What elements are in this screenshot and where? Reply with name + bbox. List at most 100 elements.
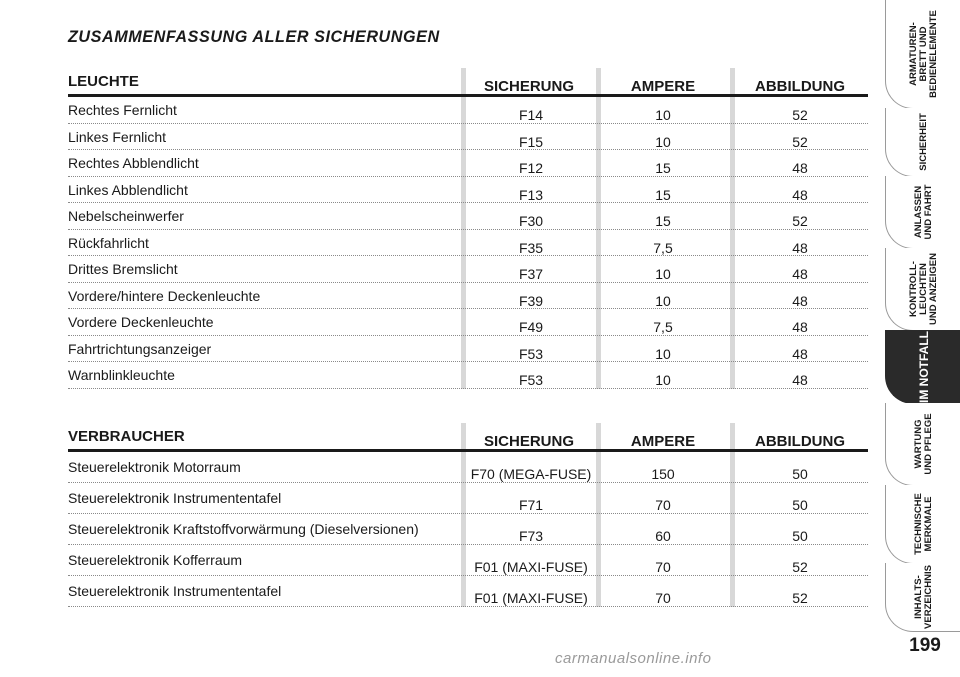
cell-fuse: F70 (MEGA-FUSE) (470, 466, 592, 482)
cell-label: Steuerelektronik Kraftstoffvorwärmung (D… (68, 521, 419, 537)
header-ampere: AMPERE (630, 78, 696, 95)
cell-figure: 52 (792, 107, 808, 123)
tab-label: ANLASSEN UND FAHRT (912, 184, 934, 240)
tab-label: WARTUNG UND PFLEGE (912, 413, 934, 475)
cell-figure: 52 (792, 213, 808, 229)
cell-ampere: 10 (655, 292, 671, 309)
cell-label: Steuerelektronik Instrumententafel (68, 490, 282, 506)
cell-label: Rechtes Abblendlicht (68, 155, 199, 171)
column-divider (596, 68, 601, 389)
cell-fuse: F01 (MAXI-FUSE) (474, 590, 588, 606)
cell-fuse: F35 (518, 239, 544, 256)
cell-ampere: 70 (655, 590, 671, 606)
cell-label: Linkes Fernlicht (68, 128, 167, 145)
cell-ampere: 10 (655, 266, 671, 282)
fuse-table-lights: LEUCHTE SICHERUNG AMPERE ABBILDUNG Recht… (68, 68, 868, 389)
table-row: Linkes Fernlicht F15 10 52 (68, 124, 868, 150)
tab-im-notfall[interactable]: IM NOTFALL (885, 330, 960, 404)
cell-fuse: F14 (518, 107, 544, 123)
cell-ampere: 10 (655, 345, 671, 362)
tab-label: TECHNISCHE MERKMALE (912, 493, 934, 555)
table-row: Steuerelektronik Kofferraum F01 (MAXI-FUS… (68, 545, 868, 576)
column-divider (730, 68, 735, 389)
header-fuse: SICHERUNG (483, 78, 575, 95)
cell-fuse: F39 (518, 292, 544, 309)
table-header: VERBRAUCHER SICHERUNG AMPERE ABBILDUNG (68, 423, 868, 452)
cell-label: Linkes Abblendlicht (68, 181, 188, 198)
cell-fuse: F01 (MAXI-FUSE) (474, 559, 588, 575)
tab-wartung[interactable]: WARTUNG UND PFLEGE (885, 403, 960, 486)
tab-inhaltsverzeichnis[interactable]: INHALTS- VERZEICHNIS (885, 563, 960, 632)
tab-anlassen[interactable]: ANLASSEN UND FAHRT (885, 176, 960, 249)
cell-label: Fahrtrichtungsanzeiger (68, 340, 212, 357)
tab-label: KONTROLL- LEUCHTEN UND ANZEIGEN (907, 253, 939, 325)
cell-figure: 48 (792, 266, 808, 282)
cell-figure: 52 (792, 590, 808, 606)
cell-figure: 48 (792, 239, 808, 256)
cell-figure: 48 (792, 319, 808, 335)
table-body: Rechtes Fernlicht F14 10 52 Linkes Fernlicht… (68, 97, 868, 389)
cell-fuse: F53 (518, 372, 544, 388)
cell-ampere: 10 (655, 107, 671, 123)
tab-armaturenbrett[interactable]: ARMATUREN- BRETT UND BEDIENELEMENTE (885, 0, 960, 109)
cell-label: Nebelscheinwerfer (68, 208, 184, 224)
cell-figure: 50 (792, 497, 808, 513)
cell-figure: 52 (792, 559, 808, 575)
tab-label: IM NOTFALL (916, 330, 931, 403)
cell-fuse: F37 (518, 266, 544, 282)
cell-label: Drittes Bremslicht (68, 261, 178, 277)
table-row: Steuerelektronik Motorraum F70 (MEGA-FUSE… (68, 452, 868, 483)
tab-technische-merkmale[interactable]: TECHNISCHE MERKMALE (885, 485, 960, 564)
tab-kontrollleuchten[interactable]: KONTROLL- LEUCHTEN UND ANZEIGEN (885, 248, 960, 331)
table-header: LEUCHTE SICHERUNG AMPERE ABBILDUNG (68, 68, 868, 97)
tab-label: INHALTS- VERZEICHNIS (912, 565, 934, 629)
table-row: Steuerelektronik Instrumententafel F71 70 5… (68, 483, 868, 514)
header-consumer: VERBRAUCHER (68, 428, 185, 445)
cell-ampere: 70 (655, 497, 671, 513)
cell-label: Steuerelektronik Motorraum (68, 459, 241, 475)
cell-label: Rechtes Fernlicht (68, 102, 177, 118)
cell-label: Steuerelektronik Instrumententafel (68, 583, 282, 599)
cell-ampere: 150 (651, 466, 675, 482)
cell-fuse: F49 (518, 319, 544, 335)
cell-label: Rückfahrlicht (68, 234, 149, 251)
page-title: ZUSAMMENFASSUNG ALLER SICHERUNGEN (68, 27, 440, 46)
tab-label: ARMATUREN- BRETT UND BEDIENELEMENTE (907, 10, 939, 98)
watermark: carmanualsonline.info (555, 650, 712, 667)
column-divider (461, 68, 466, 389)
cell-figure: 52 (792, 133, 808, 150)
cell-ampere: 7,5 (653, 319, 673, 335)
table-row: Nebelscheinwerfer F30 15 52 (68, 203, 868, 230)
table-row: Vordere Deckenleuchte F49 7,5 48 (68, 309, 868, 336)
table-row: Warnblinkleuchte F53 10 48 (68, 362, 868, 389)
table-row: Fahrtrichtungsanzeiger F53 10 48 (68, 336, 868, 362)
cell-label: Steuerelektronik Kofferraum (68, 552, 243, 568)
cell-fuse: F71 (518, 497, 544, 513)
cell-ampere: 60 (655, 528, 671, 544)
chapter-tabs: ARMATUREN- BRETT UND BEDIENELEMENTE SICHE… (885, 0, 960, 677)
tab-sicherheit[interactable]: SICHERHEIT (885, 108, 960, 177)
cell-fuse: F13 (518, 186, 544, 203)
cell-label: Warnblinkleuchte (68, 367, 175, 383)
table-row: Vordere/hintere Deckenleuchte F39 10 48 (68, 283, 868, 309)
column-divider (461, 423, 466, 607)
table-row: Steuerelektronik Kraftstoffvorwärmung (D… (68, 514, 868, 545)
table-row: Linkes Abblendlicht F13 15 48 (68, 177, 868, 203)
cell-ampere: 10 (655, 372, 671, 388)
cell-fuse: F53 (518, 345, 544, 362)
table-row: Rechtes Fernlicht F14 10 52 (68, 97, 868, 124)
header-ampere: AMPERE (630, 433, 696, 450)
cell-figure: 48 (792, 372, 808, 388)
cell-figure: 48 (792, 345, 808, 362)
cell-ampere: 15 (655, 213, 671, 229)
cell-label: Vordere Deckenleuchte (68, 314, 214, 330)
cell-fuse: F12 (518, 160, 544, 176)
cell-fuse: F73 (518, 528, 544, 544)
header-fuse: SICHERUNG (483, 433, 575, 450)
cell-ampere: 7,5 (653, 239, 673, 256)
table-row: Drittes Bremslicht F37 10 48 (68, 256, 868, 283)
cell-label: Vordere/hintere Deckenleuchte (68, 287, 261, 304)
cell-ampere: 70 (655, 559, 671, 575)
header-figure: ABBILDUNG (755, 78, 845, 95)
table-row: Steuerelektronik Instrumententafel F01 (M… (68, 576, 868, 607)
